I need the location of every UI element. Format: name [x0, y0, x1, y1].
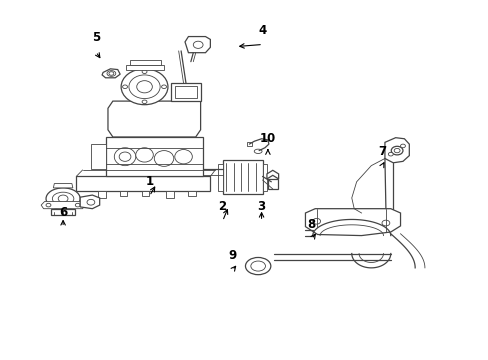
Polygon shape	[120, 191, 127, 196]
Ellipse shape	[142, 100, 147, 104]
Ellipse shape	[400, 144, 405, 148]
Ellipse shape	[255, 264, 260, 268]
Polygon shape	[130, 60, 160, 65]
Polygon shape	[246, 142, 251, 146]
Polygon shape	[266, 170, 278, 179]
Polygon shape	[142, 191, 149, 196]
Ellipse shape	[254, 149, 262, 153]
Ellipse shape	[119, 152, 131, 161]
Ellipse shape	[109, 72, 114, 75]
Ellipse shape	[245, 257, 270, 275]
Ellipse shape	[174, 149, 192, 164]
Ellipse shape	[122, 85, 127, 89]
Ellipse shape	[58, 195, 68, 202]
Polygon shape	[51, 209, 75, 215]
Text: 1: 1	[145, 175, 153, 188]
Text: 10: 10	[259, 132, 275, 145]
Polygon shape	[98, 191, 105, 198]
Ellipse shape	[87, 199, 95, 205]
Polygon shape	[91, 144, 105, 169]
Ellipse shape	[75, 203, 80, 207]
Polygon shape	[80, 195, 100, 209]
Text: 7: 7	[377, 145, 386, 158]
Ellipse shape	[154, 150, 173, 166]
Ellipse shape	[381, 220, 389, 226]
Ellipse shape	[390, 146, 402, 155]
Polygon shape	[305, 209, 400, 235]
Polygon shape	[267, 179, 277, 189]
Text: 4: 4	[258, 23, 266, 37]
Polygon shape	[262, 164, 267, 191]
Ellipse shape	[46, 203, 51, 207]
Polygon shape	[105, 137, 203, 176]
Ellipse shape	[393, 148, 399, 153]
Text: 6: 6	[59, 206, 67, 220]
Text: 3: 3	[257, 201, 265, 213]
Ellipse shape	[142, 70, 147, 73]
Polygon shape	[217, 164, 222, 191]
Ellipse shape	[161, 85, 166, 89]
Ellipse shape	[137, 81, 152, 93]
Polygon shape	[53, 184, 73, 188]
Ellipse shape	[52, 192, 74, 205]
Ellipse shape	[387, 152, 392, 156]
Polygon shape	[76, 176, 210, 191]
Polygon shape	[188, 191, 195, 196]
Polygon shape	[166, 191, 173, 198]
Ellipse shape	[312, 219, 320, 224]
Text: 8: 8	[307, 218, 315, 231]
Ellipse shape	[107, 71, 116, 76]
Polygon shape	[175, 86, 196, 98]
Ellipse shape	[46, 188, 80, 210]
Polygon shape	[126, 65, 163, 69]
Polygon shape	[108, 101, 200, 137]
Polygon shape	[41, 202, 85, 209]
Polygon shape	[171, 83, 200, 101]
Ellipse shape	[250, 261, 265, 271]
Ellipse shape	[114, 148, 136, 166]
Text: 2: 2	[218, 201, 226, 213]
Text: 5: 5	[91, 31, 100, 44]
Polygon shape	[102, 69, 120, 78]
Ellipse shape	[129, 75, 160, 99]
Text: 9: 9	[228, 249, 236, 262]
Polygon shape	[384, 138, 408, 163]
Polygon shape	[222, 160, 262, 194]
Polygon shape	[184, 37, 210, 53]
Ellipse shape	[136, 148, 153, 162]
Ellipse shape	[121, 69, 167, 105]
Ellipse shape	[193, 41, 203, 48]
